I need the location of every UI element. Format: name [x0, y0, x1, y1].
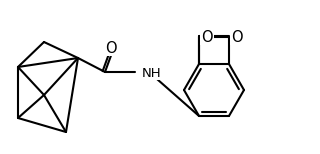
Text: NH: NH [142, 67, 162, 79]
Text: O: O [231, 30, 243, 45]
Text: O: O [201, 30, 213, 45]
Text: O: O [105, 41, 117, 56]
